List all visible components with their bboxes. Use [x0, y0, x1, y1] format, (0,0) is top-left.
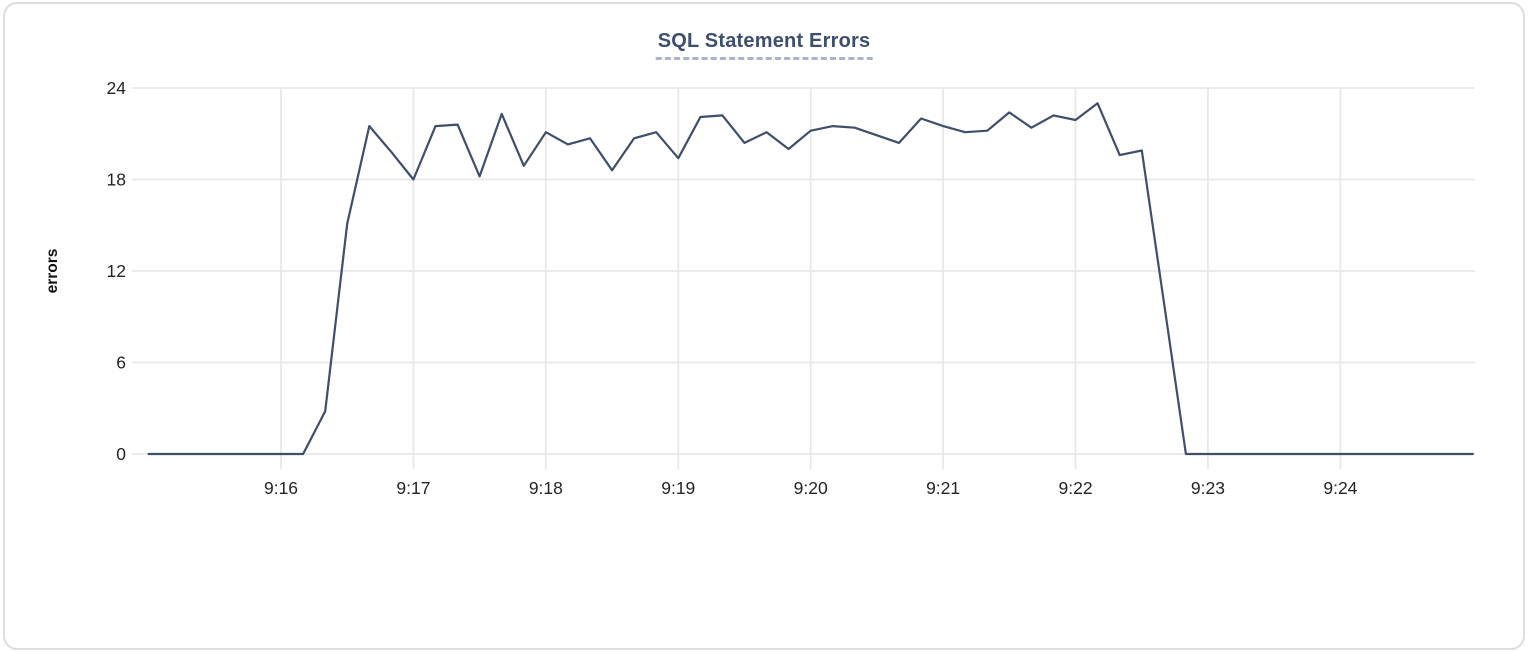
- x-tick-label: 9:18: [529, 478, 563, 498]
- y-tick-label: 12: [107, 261, 126, 281]
- x-tick-label: 9:22: [1059, 478, 1093, 498]
- x-tick-label: 9:23: [1191, 478, 1225, 498]
- x-tick-label: 9:16: [264, 478, 298, 498]
- chart-svg[interactable]: 0 6 12 18 24 9:16 9:17 9:18 9:19 9:20 9:21 9:22 9:23…: [5, 4, 1528, 519]
- x-axis-tick-labels: 9:16 9:17 9:18 9:19 9:20 9:21 9:22 9:23 9:24: [264, 478, 1358, 498]
- y-axis-title: errors: [44, 249, 61, 294]
- y-axis-tick-labels: 0 6 12 18 24: [107, 78, 127, 464]
- chart-legend: Time: -- Errors: --: [5, 519, 1528, 652]
- y-tick-label: 6: [116, 353, 126, 373]
- x-tick-label: 9:21: [926, 478, 960, 498]
- y-tick-label: 18: [107, 170, 126, 190]
- x-tick-label: 9:20: [794, 478, 828, 498]
- y-tick-label: 0: [116, 444, 126, 464]
- gridlines: [132, 87, 1475, 469]
- chart-panel-card: SQL Statement Errors 0 6 12 18 24 9:16 9:17 9:1…: [3, 2, 1525, 650]
- panel-title[interactable]: SQL Statement Errors: [655, 30, 873, 60]
- errors-line-chart[interactable]: 0 6 12 18 24 9:16 9:17 9:18 9:19 9:20 9:21 9:22 9:23…: [5, 4, 1528, 519]
- x-tick-label: 9:19: [661, 478, 695, 498]
- errors-series-line[interactable]: [147, 102, 1474, 456]
- y-tick-label: 24: [107, 78, 127, 98]
- x-tick-label: 9:24: [1323, 478, 1357, 498]
- x-tick-label: 9:17: [396, 478, 430, 498]
